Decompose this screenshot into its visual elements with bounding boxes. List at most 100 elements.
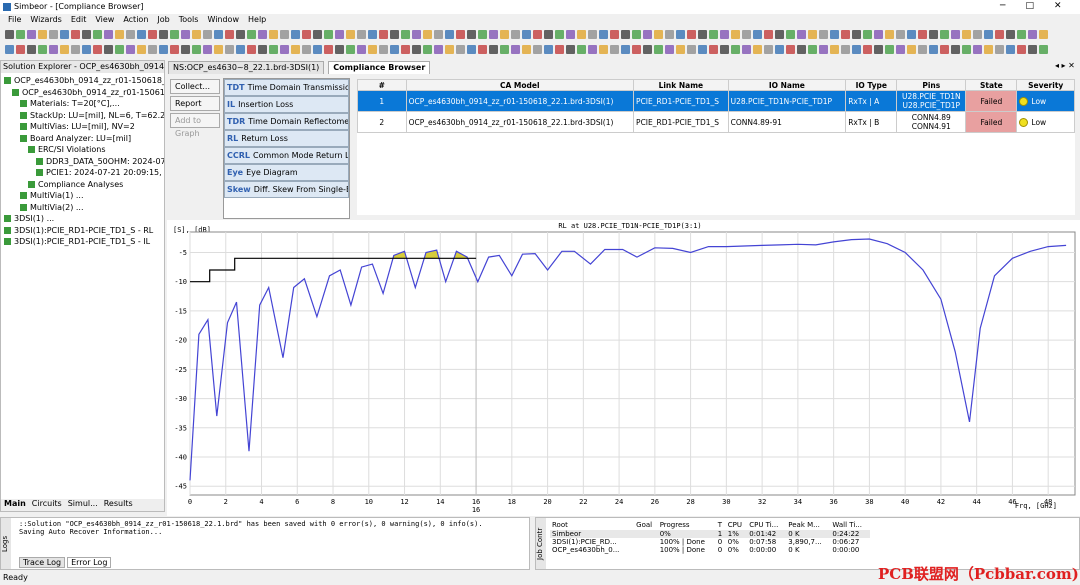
- toolbar-button[interactable]: [104, 45, 113, 54]
- toolbar-button[interactable]: [401, 30, 410, 39]
- toolbar-button[interactable]: [665, 30, 674, 39]
- toolbar-button[interactable]: [148, 45, 157, 54]
- toolbar-button[interactable]: [467, 45, 476, 54]
- toolbar-button[interactable]: [302, 45, 311, 54]
- toolbar-button[interactable]: [676, 30, 685, 39]
- toolbar-button[interactable]: [203, 30, 212, 39]
- toolbar-button[interactable]: [786, 45, 795, 54]
- toolbar-button[interactable]: [159, 30, 168, 39]
- toolbar-button[interactable]: [698, 45, 707, 54]
- toolbar-button[interactable]: [467, 30, 476, 39]
- toolbar-button[interactable]: [830, 45, 839, 54]
- toolbar-button[interactable]: [148, 30, 157, 39]
- tree-item[interactable]: Board Analyzer: LU=[mil]: [4, 133, 164, 145]
- toolbar-button[interactable]: [566, 30, 575, 39]
- toolbar-button[interactable]: [643, 30, 652, 39]
- toolbar-button[interactable]: [1017, 45, 1026, 54]
- toolbar-button[interactable]: [412, 30, 421, 39]
- toolbar-button[interactable]: [687, 45, 696, 54]
- toolbar-button[interactable]: [269, 30, 278, 39]
- toolbar-button[interactable]: [489, 45, 498, 54]
- toolbar-button[interactable]: [808, 45, 817, 54]
- toolbar-button[interactable]: [335, 45, 344, 54]
- toolbar-button[interactable]: [379, 45, 388, 54]
- toolbar-button[interactable]: [742, 45, 751, 54]
- toolbar-button[interactable]: [511, 45, 520, 54]
- toolbar-button[interactable]: [423, 45, 432, 54]
- toolbar-button[interactable]: [577, 30, 586, 39]
- toolbar-button[interactable]: [203, 45, 212, 54]
- toolbar-button[interactable]: [522, 30, 531, 39]
- toolbar-button[interactable]: [401, 45, 410, 54]
- menu-item[interactable]: View: [95, 15, 115, 24]
- toolbar-button[interactable]: [214, 45, 223, 54]
- toolbar-button[interactable]: [1039, 45, 1048, 54]
- toolbar-button[interactable]: [60, 45, 69, 54]
- toolbar-button[interactable]: [115, 30, 124, 39]
- toolbar-button[interactable]: [984, 30, 993, 39]
- menu-item[interactable]: Window: [207, 15, 239, 24]
- toolbar-button[interactable]: [291, 30, 300, 39]
- tab[interactable]: Error Log: [67, 557, 112, 568]
- toolbar-button[interactable]: [346, 45, 355, 54]
- tree-item[interactable]: MultiVia(2) ...: [4, 202, 164, 214]
- toolbar-button[interactable]: [368, 45, 377, 54]
- toolbar-button[interactable]: [522, 45, 531, 54]
- toolbar-button[interactable]: [885, 30, 894, 39]
- tab[interactable]: Compliance Browser: [328, 61, 431, 74]
- toolbar-button[interactable]: [258, 45, 267, 54]
- job-row[interactable]: OCP_es4630bh_0... 100% | Done 0 0% 0:00:00 0 …: [550, 546, 870, 554]
- toolbar-button[interactable]: [93, 30, 102, 39]
- toolbar-button[interactable]: [951, 45, 960, 54]
- toolbar-button[interactable]: [236, 45, 245, 54]
- tree-item[interactable]: ERC/SI Violations: [4, 144, 164, 156]
- toolbar-button[interactable]: [16, 45, 25, 54]
- toolbar-button[interactable]: [313, 45, 322, 54]
- toolbar-button[interactable]: [830, 30, 839, 39]
- toolbar-button[interactable]: [16, 30, 25, 39]
- toolbar-button[interactable]: [544, 45, 553, 54]
- toolbar-button[interactable]: [632, 30, 641, 39]
- toolbar-button[interactable]: [852, 30, 861, 39]
- toolbar-button[interactable]: [489, 30, 498, 39]
- toolbar-button[interactable]: [170, 45, 179, 54]
- toolbar-button[interactable]: [49, 45, 58, 54]
- window-controls[interactable]: ─ □ ✕: [1000, 1, 1062, 11]
- toolbar-button[interactable]: [907, 45, 916, 54]
- tree-item[interactable]: Materials: T=20[°C],...: [4, 98, 164, 110]
- tree-item[interactable]: PCIE1: 2024-07-21 20:09:15, "..\: [4, 167, 164, 179]
- toolbar-button[interactable]: [27, 45, 36, 54]
- toolbar-button[interactable]: [280, 30, 289, 39]
- toolbar-button[interactable]: [940, 45, 949, 54]
- button[interactable]: Collect...: [170, 79, 220, 94]
- toolbar-button[interactable]: [577, 45, 586, 54]
- analysis-item[interactable]: IL Insertion Loss: [224, 96, 349, 113]
- toolbar-button[interactable]: [181, 45, 190, 54]
- toolbar-button[interactable]: [588, 30, 597, 39]
- toolbar-button[interactable]: [753, 45, 762, 54]
- toolbar-button[interactable]: [357, 45, 366, 54]
- toolbar-button[interactable]: [115, 45, 124, 54]
- toolbar-button[interactable]: [302, 30, 311, 39]
- tab[interactable]: Circuits: [31, 499, 62, 508]
- toolbar-button[interactable]: [511, 30, 520, 39]
- toolbar-button[interactable]: [698, 30, 707, 39]
- tree-item[interactable]: 3DSI(1):PCIE_RD1-PCIE_TD1_S - RL: [4, 225, 164, 237]
- toolbar-button[interactable]: [973, 45, 982, 54]
- toolbar-button[interactable]: [1017, 30, 1026, 39]
- toolbar-button[interactable]: [71, 45, 80, 54]
- toolbar-button[interactable]: [137, 30, 146, 39]
- toolbar-button[interactable]: [93, 45, 102, 54]
- toolbar-button[interactable]: [49, 30, 58, 39]
- toolbar-button[interactable]: [841, 30, 850, 39]
- toolbar-button[interactable]: [555, 45, 564, 54]
- toolbar-button[interactable]: [797, 30, 806, 39]
- toolbar-button[interactable]: [412, 45, 421, 54]
- toolbar-button[interactable]: [38, 30, 47, 39]
- toolbar-button[interactable]: [247, 45, 256, 54]
- toolbar-button[interactable]: [225, 45, 234, 54]
- menu-item[interactable]: Help: [248, 15, 267, 24]
- menu-item[interactable]: Job: [157, 15, 170, 24]
- toolbar-button[interactable]: [852, 45, 861, 54]
- tree-item[interactable]: MultiVia(1) ...: [4, 190, 164, 202]
